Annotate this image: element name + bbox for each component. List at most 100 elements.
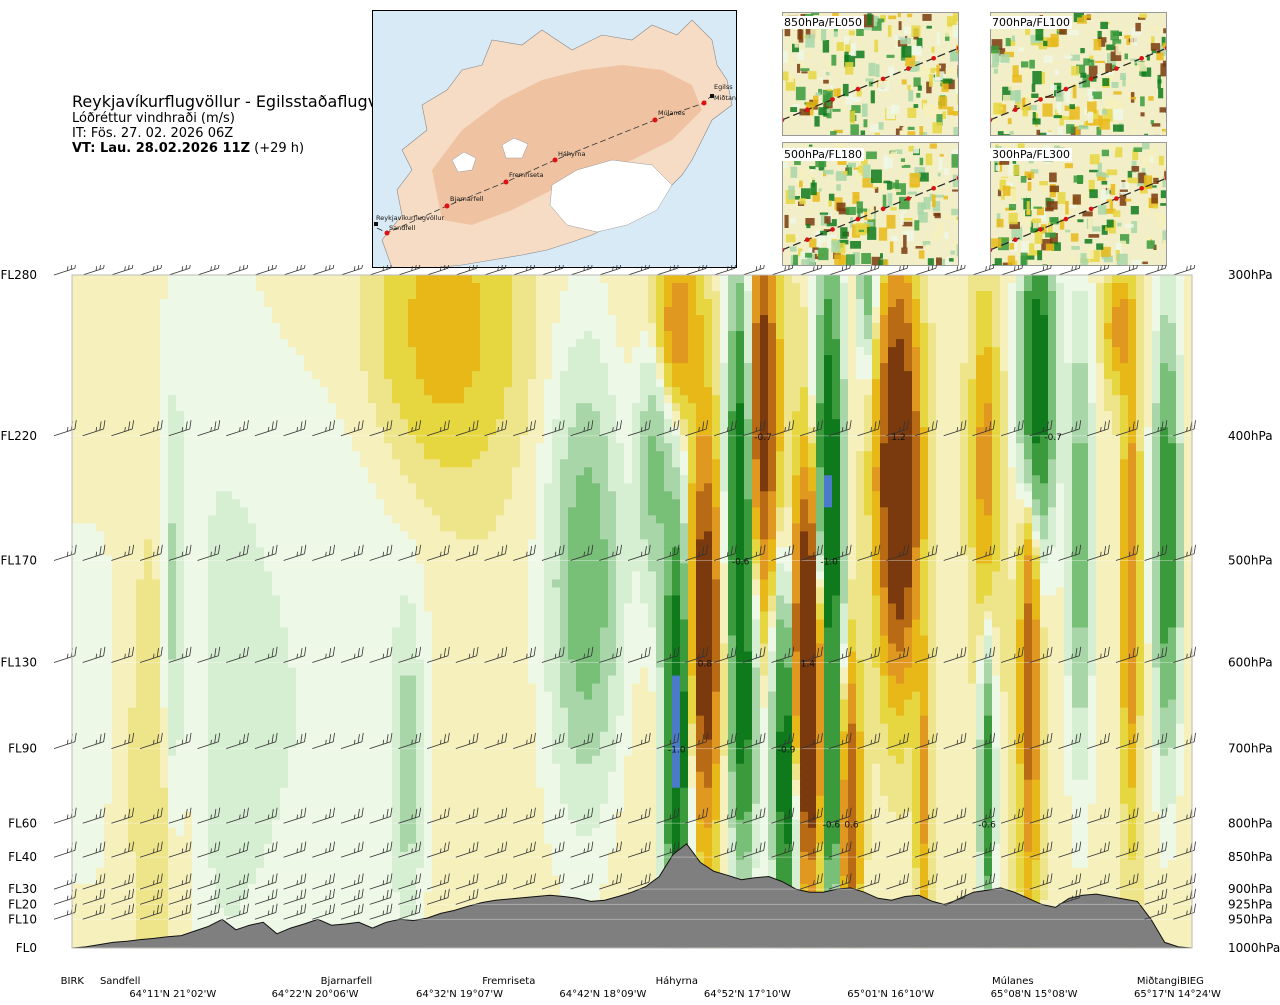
panel-field-patch xyxy=(880,15,886,22)
field-cell xyxy=(704,395,713,404)
field-cell xyxy=(1016,459,1025,468)
field-cell xyxy=(704,435,713,444)
field-cell xyxy=(560,339,569,348)
panel-field-patch xyxy=(933,212,940,217)
field-cell xyxy=(464,467,473,476)
field-cell xyxy=(896,363,905,372)
field-cell xyxy=(1024,435,1033,444)
field-cell xyxy=(816,427,825,436)
field-cell xyxy=(960,331,969,340)
panel-field-patch xyxy=(1028,94,1033,101)
panel-field-patch xyxy=(1022,105,1028,117)
field-cell xyxy=(144,331,153,340)
field-cell xyxy=(424,275,433,284)
field-cell xyxy=(192,467,201,476)
field-cell xyxy=(752,307,761,316)
field-cell xyxy=(264,347,273,356)
field-cell xyxy=(1184,275,1193,284)
field-cell xyxy=(160,419,169,428)
field-cell xyxy=(496,435,505,444)
field-cell xyxy=(248,459,257,468)
field-cell xyxy=(488,387,497,396)
field-cell xyxy=(656,355,665,364)
field-cell xyxy=(928,403,937,412)
field-cell xyxy=(896,315,905,324)
field-cell xyxy=(776,443,785,452)
field-cell xyxy=(256,427,265,436)
field-cell xyxy=(848,371,857,380)
field-cell xyxy=(344,483,353,492)
field-cell xyxy=(808,347,817,356)
field-cell xyxy=(600,291,609,300)
field-cell xyxy=(1144,355,1153,364)
field-cell xyxy=(816,411,825,420)
panel-field-patch xyxy=(856,89,862,97)
field-cell xyxy=(264,363,273,372)
field-cell xyxy=(272,371,281,380)
field-cell xyxy=(824,467,833,476)
field-cell xyxy=(1024,347,1033,356)
field-cell xyxy=(584,299,593,308)
field-cell xyxy=(480,315,489,324)
field-cell xyxy=(200,491,209,500)
field-cell xyxy=(776,283,785,292)
panel-route-marker xyxy=(830,227,835,232)
field-cell xyxy=(1184,435,1193,444)
field-cell xyxy=(928,307,937,316)
field-cell xyxy=(984,291,993,300)
field-cell xyxy=(688,499,697,508)
field-cell xyxy=(312,283,321,292)
field-cell xyxy=(1088,411,1097,420)
field-cell xyxy=(960,483,969,492)
field-cell xyxy=(984,347,993,356)
field-cell xyxy=(168,291,177,300)
field-cell xyxy=(1080,443,1089,452)
field-cell xyxy=(1112,283,1121,292)
field-cell xyxy=(768,467,777,476)
panel-field-patch xyxy=(815,230,826,243)
field-cell xyxy=(912,403,921,412)
field-cell xyxy=(904,331,913,340)
field-cell xyxy=(96,491,105,500)
field-cell xyxy=(992,291,1001,300)
field-cell xyxy=(600,379,609,388)
field-cell xyxy=(224,355,233,364)
field-cell xyxy=(536,291,545,300)
field-cell xyxy=(736,363,745,372)
field-cell xyxy=(520,387,529,396)
field-cell xyxy=(872,347,881,356)
field-cell xyxy=(808,291,817,300)
field-cell xyxy=(976,371,985,380)
panel-field-patch xyxy=(826,92,831,107)
field-cell xyxy=(72,339,81,348)
field-cell xyxy=(912,475,921,484)
field-cell xyxy=(632,291,641,300)
field-cell xyxy=(536,451,545,460)
field-cell xyxy=(664,491,673,500)
panel-field-patch xyxy=(901,218,913,221)
field-cell xyxy=(520,371,529,380)
field-cell xyxy=(248,483,257,492)
field-cell xyxy=(1152,307,1161,316)
field-cell xyxy=(816,331,825,340)
field-cell xyxy=(376,475,385,484)
field-cell xyxy=(832,315,841,324)
panel-field-patch xyxy=(799,170,806,179)
field-cell xyxy=(536,459,545,468)
panel-field-patch xyxy=(1065,90,1070,103)
panel-field-patch xyxy=(1094,60,1105,63)
field-cell xyxy=(672,331,681,340)
field-cell xyxy=(112,339,121,348)
panel-field-patch xyxy=(1146,240,1155,249)
field-cell xyxy=(480,403,489,412)
field-cell xyxy=(200,323,209,332)
field-cell xyxy=(232,491,241,500)
field-cell xyxy=(856,499,865,508)
field-cell xyxy=(416,339,425,348)
field-cell xyxy=(744,467,753,476)
field-cell xyxy=(328,411,337,420)
field-cell xyxy=(480,299,489,308)
field-cell xyxy=(568,379,577,388)
field-cell xyxy=(1120,467,1129,476)
field-cell xyxy=(72,499,81,508)
